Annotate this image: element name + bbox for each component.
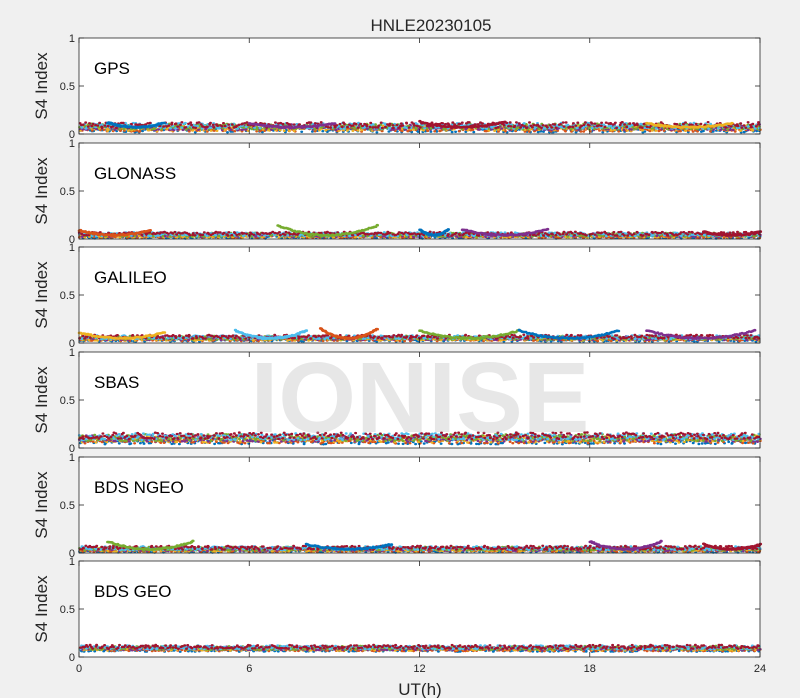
arc-1-points xyxy=(106,539,195,551)
x-axis-label: UT(h) xyxy=(398,680,441,698)
y-axis-label: S4 Index xyxy=(32,366,51,434)
y-axis-label: S4 Index xyxy=(32,471,51,539)
x-tick-label: 18 xyxy=(584,663,596,675)
panel-galileo: 0 0.5 1 S4 Index GALILEO xyxy=(32,242,761,350)
arc-2-points xyxy=(304,542,394,551)
arc-5-points xyxy=(702,230,763,237)
y-tick-label: 0 xyxy=(69,652,75,664)
arc-3-points xyxy=(318,327,379,340)
arc-3-points xyxy=(418,119,507,129)
panel-label: BDS GEO xyxy=(94,582,171,601)
arc-1-points xyxy=(106,121,167,130)
panel-bds-geo: 0 0.5 1 0 6 12 18 24 S4 Index BDS GEO xyxy=(32,556,766,675)
plot-area xyxy=(79,247,760,343)
series-7-points xyxy=(79,431,761,441)
plot-area xyxy=(79,561,760,657)
plot-area xyxy=(79,457,760,553)
arc-4-points xyxy=(702,542,763,551)
arc-3-points xyxy=(418,228,450,237)
panel-label: GALILEO xyxy=(94,268,167,287)
arc-6-points xyxy=(645,328,757,340)
panel-glonass: 0 0.5 1 S4 Index GLONASS xyxy=(32,138,763,246)
y-tick-label: 0 xyxy=(69,548,75,560)
x-tick-label: 6 xyxy=(246,663,252,675)
series-7-points xyxy=(79,643,760,650)
panel-label: GLONASS xyxy=(94,164,176,183)
y-tick-label: 0 xyxy=(69,443,75,455)
panel-sbas: 0 0.5 1 S4 Index SBAS xyxy=(32,347,762,455)
panel-bds-ngeo: 0 0.5 1 S4 Index BDS NGEO xyxy=(32,452,763,560)
y-tick-label: 1 xyxy=(69,556,75,568)
y-tick-label: 0.5 xyxy=(60,81,75,93)
y-tick-label: 0.5 xyxy=(60,604,75,616)
x-tick-label: 24 xyxy=(754,663,766,675)
data-points xyxy=(78,539,763,554)
y-axis-label: S4 Index xyxy=(32,575,51,643)
data-points xyxy=(77,223,763,240)
arc-2-points xyxy=(233,328,309,340)
y-tick-label: 1 xyxy=(69,347,75,359)
y-tick-label: 0.5 xyxy=(60,290,75,302)
y-tick-label: 1 xyxy=(69,452,75,464)
plot-area xyxy=(79,143,760,239)
panel-label: BDS NGEO xyxy=(94,478,184,497)
panel-gps: 0 0.5 1 S4 Index GPS xyxy=(32,33,762,141)
arc-4-points xyxy=(460,227,550,237)
panel-label: GPS xyxy=(94,59,130,78)
panels: 0 0.5 1 S4 Index GPS 0 0.5 1 S4 Index GLONASS 0 0.5… xyxy=(32,33,766,675)
y-tick-label: 0.5 xyxy=(60,186,75,198)
chart-title: HNLE20230105 xyxy=(371,16,492,35)
arc-4-points xyxy=(645,121,734,129)
y-tick-label: 0 xyxy=(69,129,75,141)
arc-4-points xyxy=(418,328,521,340)
y-tick-label: 0.5 xyxy=(60,500,75,512)
arc-2-points xyxy=(276,223,379,237)
data-points xyxy=(77,431,762,446)
plot-area xyxy=(79,38,760,134)
panel-label: SBAS xyxy=(94,373,139,392)
y-tick-label: 1 xyxy=(69,242,75,254)
x-tick-label: 0 xyxy=(76,663,82,675)
data-points xyxy=(77,327,761,343)
y-tick-label: 1 xyxy=(69,138,75,150)
data-points xyxy=(78,119,762,134)
arc-3-points xyxy=(588,539,663,551)
watermark: IONISE xyxy=(251,342,590,454)
y-tick-label: 0 xyxy=(69,338,75,350)
x-tick-label: 12 xyxy=(413,663,425,675)
y-axis-label: S4 Index xyxy=(32,52,51,120)
y-tick-label: 0.5 xyxy=(60,395,75,407)
y-tick-label: 0 xyxy=(69,234,75,246)
y-tick-label: 1 xyxy=(69,33,75,45)
y-axis-label: S4 Index xyxy=(32,157,51,225)
plot-area xyxy=(79,352,760,448)
data-points xyxy=(78,643,762,653)
arc-5-points xyxy=(517,328,621,340)
arc-2-points xyxy=(248,122,337,130)
y-axis-label: S4 Index xyxy=(32,261,51,329)
